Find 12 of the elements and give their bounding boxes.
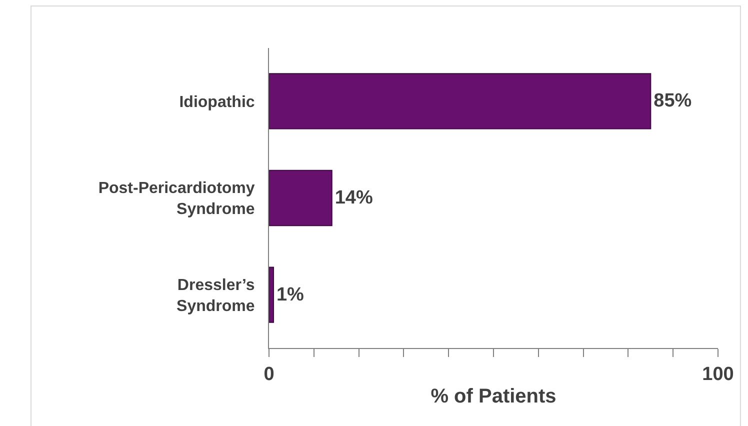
x-tick-label: 100 <box>702 364 734 385</box>
data-label: 1% <box>276 284 304 306</box>
bar <box>269 266 274 323</box>
y-tick-label: Post-Pericardiotomy Syndrome <box>98 180 255 218</box>
y-tick-label: Dressler’s Syndrome <box>176 276 255 315</box>
data-label: 85% <box>654 90 692 112</box>
data-label: 14% <box>334 188 373 208</box>
bar <box>269 170 332 226</box>
bar <box>269 73 652 130</box>
y-tick-label: Idiopathic <box>179 94 255 111</box>
x-axis-title: % of Patients <box>430 385 556 408</box>
x-tick-label: 0 <box>264 364 274 385</box>
